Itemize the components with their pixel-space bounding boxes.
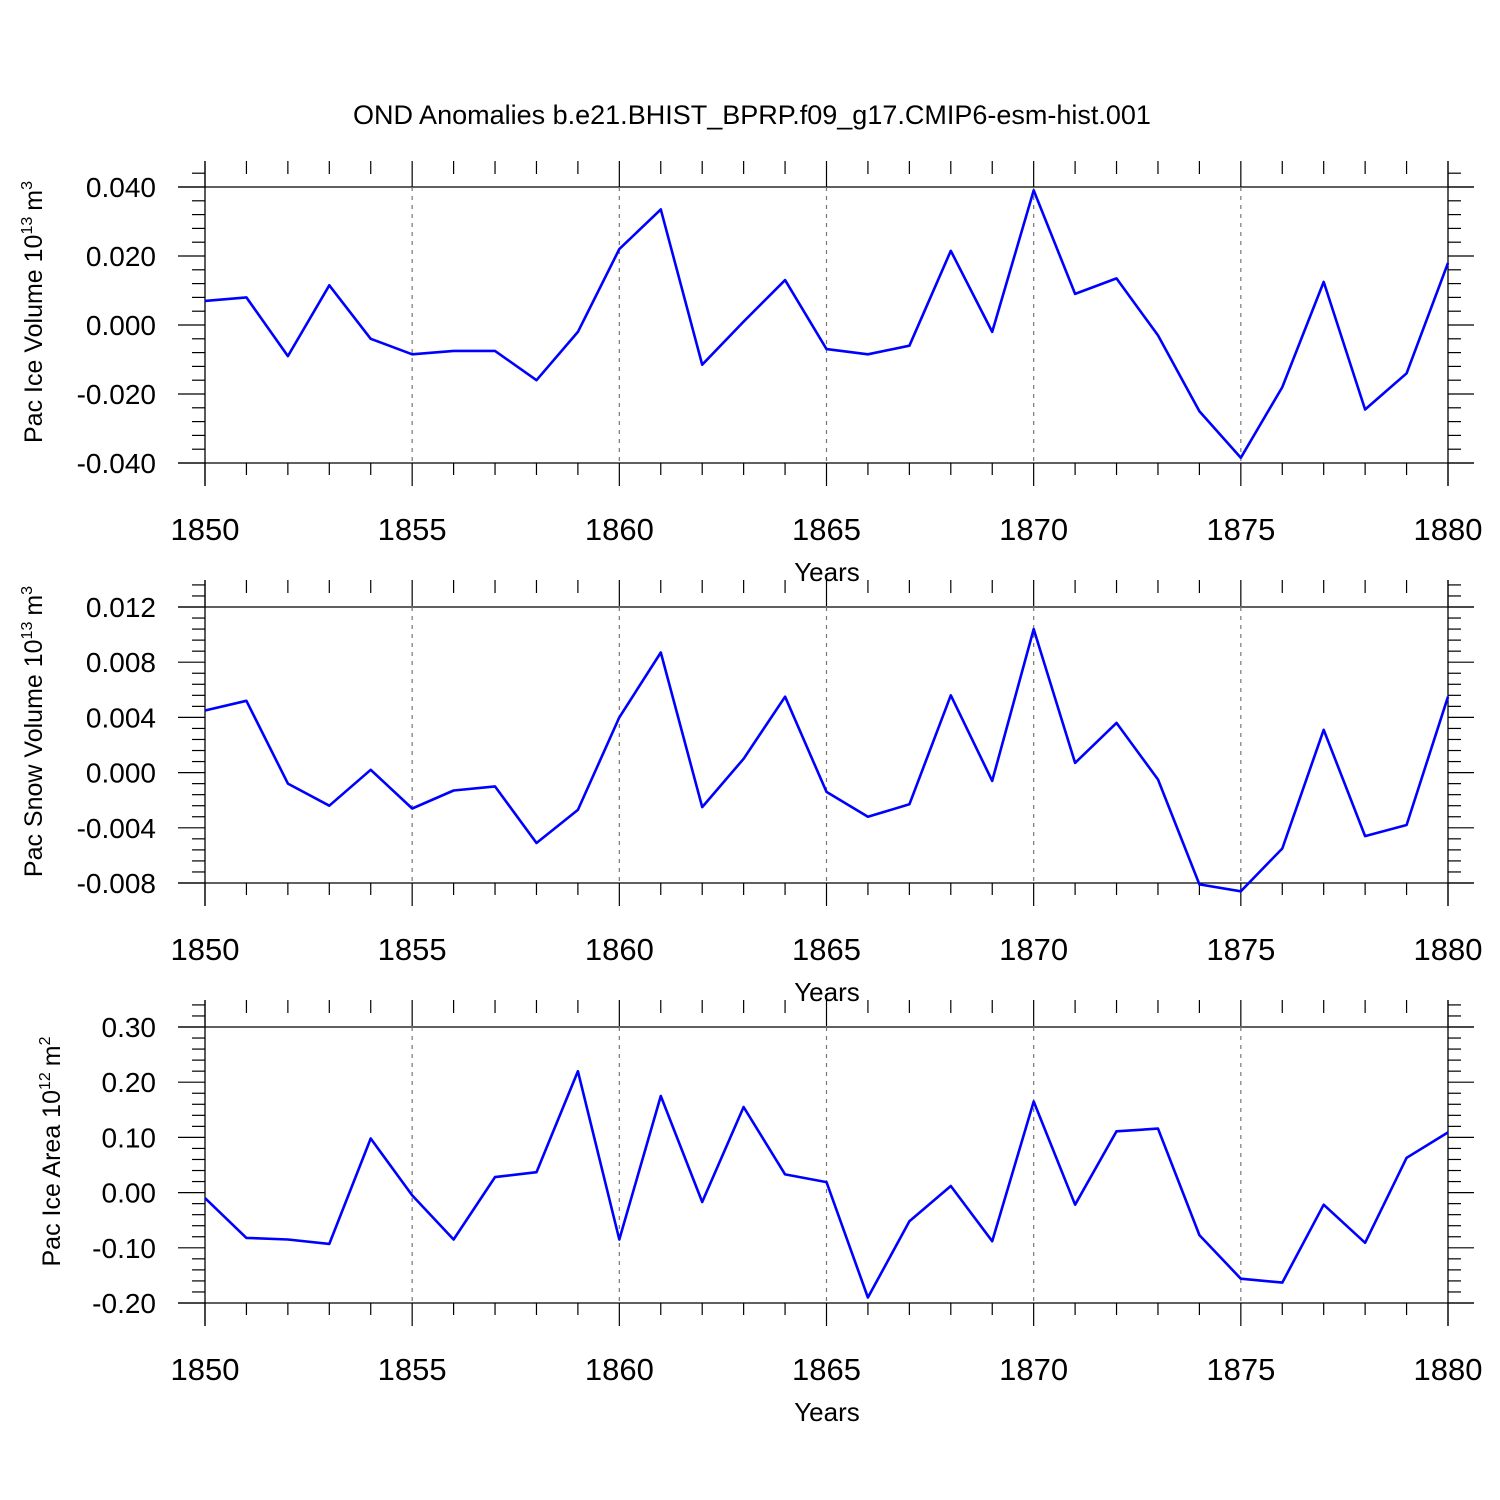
x-tick-label: 1880 <box>1414 512 1483 547</box>
y-tick-label: -0.20 <box>92 1288 156 1319</box>
y-tick-label: 0.040 <box>86 172 156 203</box>
y-axis-label: Pac Ice Area 1012m2 <box>37 1036 66 1266</box>
panels: 1850 1855 1860 1865 1870 1875 1880 Years -0.040 -… <box>19 161 1482 1427</box>
y-tick-label: 0.004 <box>86 702 156 733</box>
x-tick-label: 1865 <box>792 932 861 967</box>
panel-1: 1850 1855 1860 1865 1870 1875 1880Years-0.040-… <box>19 161 1482 587</box>
y-tick-label: 0.30 <box>102 1012 157 1043</box>
x-tick-label: 1870 <box>999 1352 1068 1387</box>
x-tick-label: 1880 <box>1414 932 1483 967</box>
x-tick-label: 1875 <box>1206 512 1275 547</box>
x-tick-label: 1850 <box>171 932 240 967</box>
y-tick-label: 0.10 <box>102 1122 157 1153</box>
y-axis-label: Pac Snow Volume 1013m3 <box>19 586 48 877</box>
y-tick-label: 0.000 <box>86 758 156 789</box>
x-tick-label: 1855 <box>378 932 447 967</box>
x-tick-label: 1855 <box>378 512 447 547</box>
panel-2: 1850 1855 1860 1865 1870 1875 1880Years-0.008-… <box>19 580 1482 1007</box>
x-tick-label: 1860 <box>585 512 654 547</box>
panel-3: 1850 1855 1860 1865 1870 1875 1880 Years -0.20 -0… <box>37 1000 1482 1427</box>
y-tick-label: 0.20 <box>102 1067 157 1098</box>
x-tick-label: 1865 <box>792 512 861 547</box>
x-tick-label: 1880 <box>1414 1352 1483 1387</box>
y-tick-label: 0.008 <box>86 647 156 678</box>
y-tick-label: 0.000 <box>86 310 156 341</box>
y-tick-label: -0.10 <box>92 1233 156 1264</box>
x-tick-label: 1875 <box>1206 1352 1275 1387</box>
y-axis-label: Pac Ice Volume 1013m3 <box>19 181 48 443</box>
y-tick-label: -0.004 <box>77 813 156 844</box>
y-tick-label: 0.00 <box>102 1178 157 1209</box>
y-tick-label: -0.020 <box>77 379 156 410</box>
x-axis-label: Years <box>794 1397 860 1427</box>
x-tick-label: 1870 <box>999 932 1068 967</box>
y-tick-label: -0.040 <box>77 448 156 479</box>
x-tick-label: 1870 <box>999 512 1068 547</box>
x-tick-label: 1860 <box>585 1352 654 1387</box>
y-tick-label: 0.020 <box>86 241 156 272</box>
x-tick-label: 1850 <box>171 1352 240 1387</box>
x-tick-label: 1860 <box>585 932 654 967</box>
chart-title: OND Anomalies b.e21.BHIST_BPRP.f09_g17.C… <box>353 100 1151 130</box>
x-tick-label: 1865 <box>792 1352 861 1387</box>
x-tick-label: 1855 <box>378 1352 447 1387</box>
x-tick-label: 1875 <box>1206 932 1275 967</box>
x-tick-label: 1850 <box>171 512 240 547</box>
y-tick-label: 0.012 <box>86 592 156 623</box>
y-tick-label: -0.008 <box>77 868 156 899</box>
